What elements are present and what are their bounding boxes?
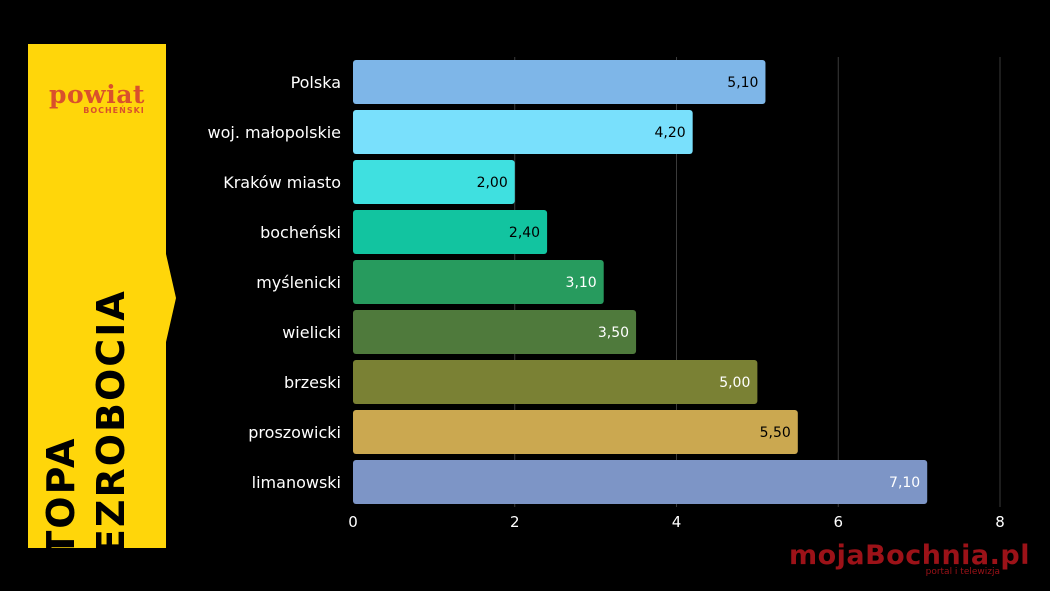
bar — [353, 160, 515, 204]
bar — [353, 110, 693, 154]
category-label: woj. małopolskie — [208, 123, 342, 142]
powiat-bochenski-logo: powiat BOCHEŃSKI — [28, 80, 166, 116]
title-panel-arrow — [166, 254, 176, 342]
x-tick-label: 0 — [348, 513, 358, 531]
logo-text: powiat — [49, 80, 145, 109]
category-label: Polska — [291, 73, 341, 92]
category-label: brzeski — [284, 373, 341, 392]
bar-value-label: 5,00 — [719, 375, 750, 391]
bar — [353, 360, 758, 404]
bar — [353, 410, 798, 454]
category-label: myślenicki — [256, 273, 341, 292]
watermark: mojaBochnia.pl portal i telewizja — [789, 540, 1030, 577]
category-label: Kraków miasto — [223, 173, 341, 192]
x-tick-label: 8 — [995, 513, 1005, 531]
bar — [353, 310, 637, 354]
x-tick-label: 2 — [510, 513, 520, 531]
watermark-subtext: portal i telewizja — [925, 567, 1000, 577]
bar — [353, 60, 766, 104]
bar-value-label: 3,50 — [598, 325, 629, 341]
x-tick-label: 4 — [672, 513, 682, 531]
category-label: bocheński — [260, 223, 341, 242]
x-tick-label: 6 — [833, 513, 843, 531]
bar-value-label: 2,40 — [509, 225, 540, 241]
bar-value-label: 4,20 — [655, 125, 686, 141]
watermark-text: mojaBochnia.pl — [788, 540, 1030, 571]
category-label: limanowski — [252, 473, 341, 492]
bar — [353, 210, 548, 254]
bar — [353, 260, 604, 304]
bar-value-label: 3,10 — [566, 275, 597, 291]
bar-value-label: 7,10 — [889, 475, 920, 491]
category-label: proszowicki — [248, 423, 341, 442]
bar-value-label: 5,50 — [760, 425, 791, 441]
bar — [353, 460, 928, 504]
bar-value-label: 5,10 — [727, 75, 758, 91]
title-panel: powiat BOCHEŃSKI STOPA BEZROBOCIA — [28, 44, 166, 586]
bar-value-label: 2,00 — [477, 175, 508, 191]
logo-subtext: BOCHEŃSKI — [83, 106, 145, 115]
category-label: wielicki — [282, 323, 341, 342]
